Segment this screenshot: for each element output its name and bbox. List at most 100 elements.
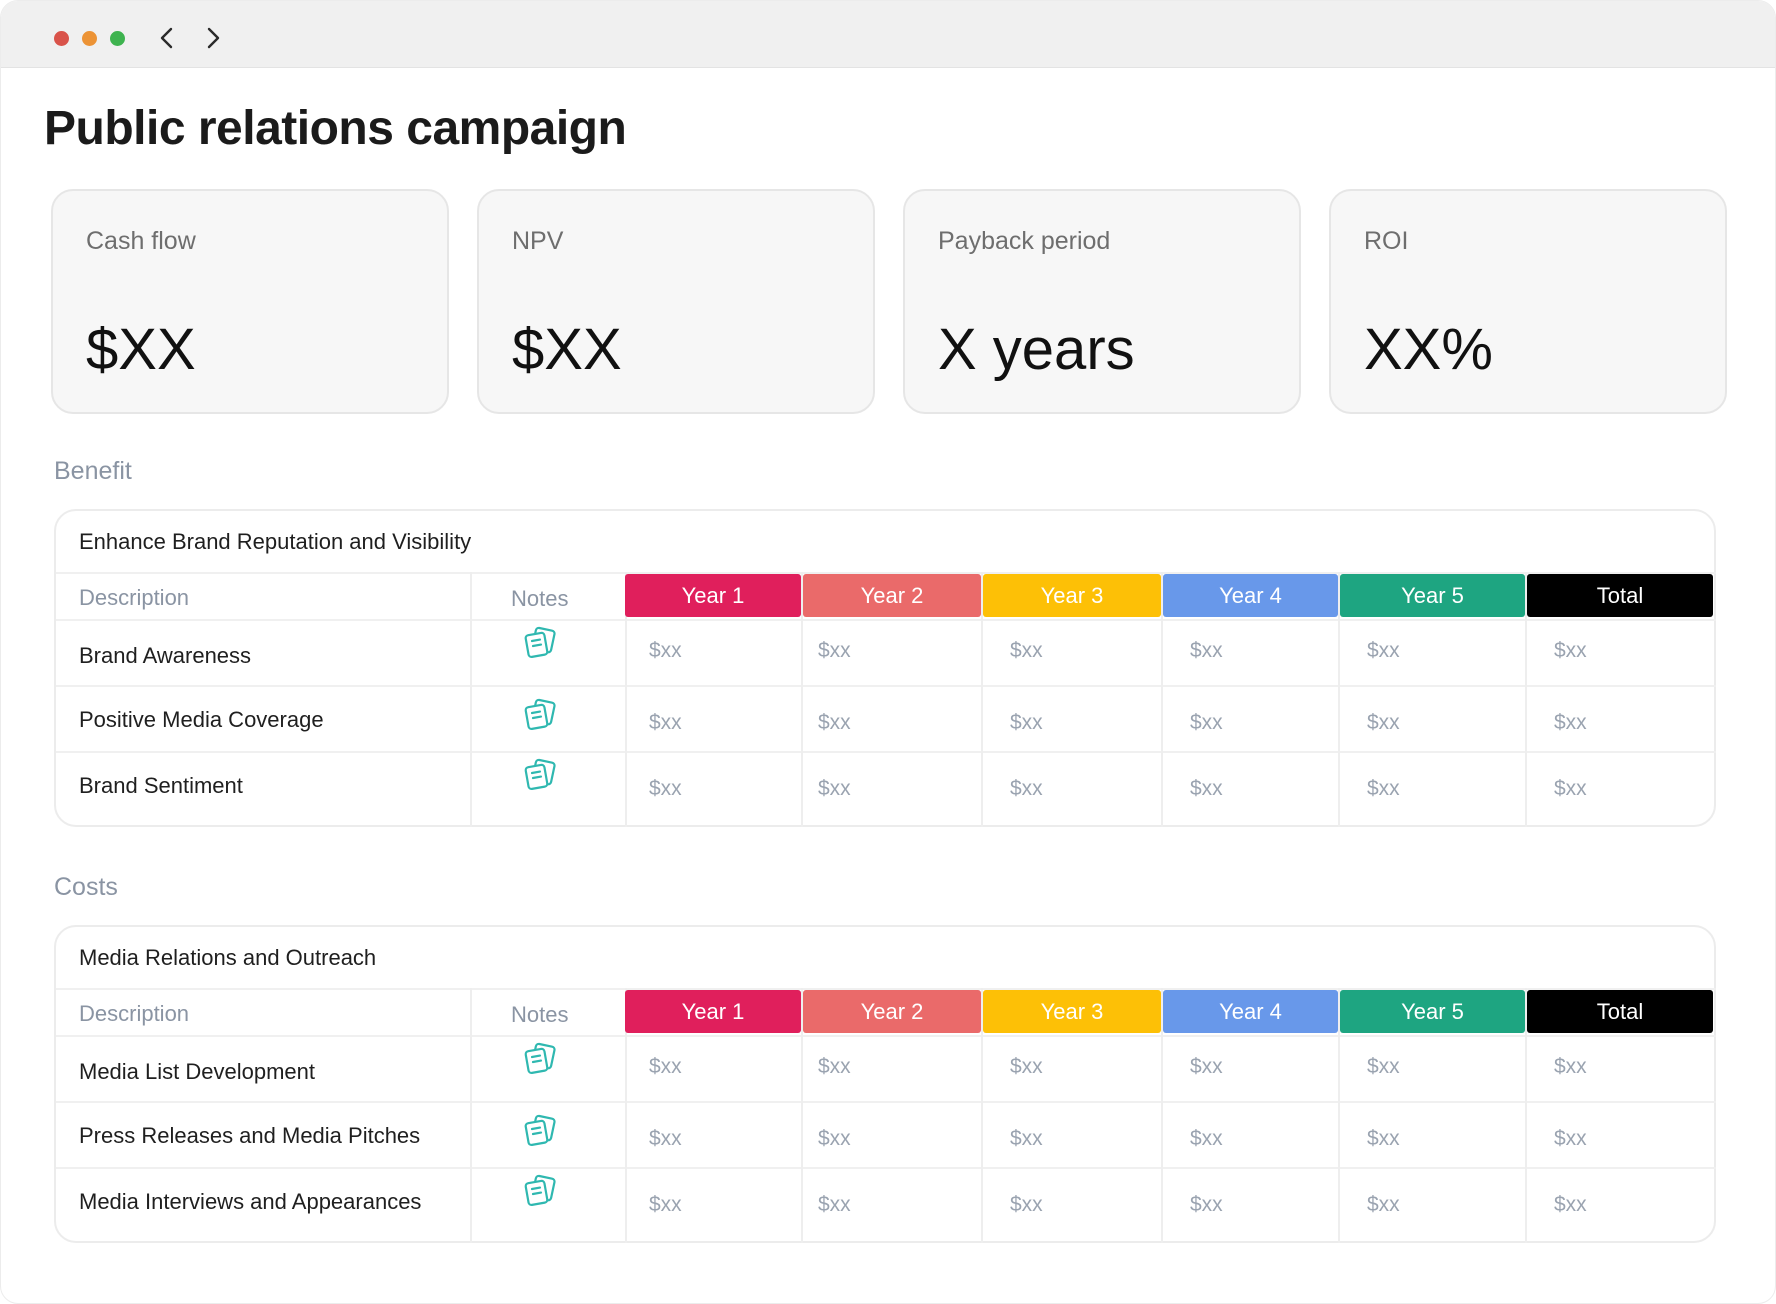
section-label-benefit: Benefit bbox=[54, 457, 132, 485]
value-cell[interactable]: $xx bbox=[1190, 711, 1223, 734]
value-cell[interactable]: $xx bbox=[1190, 777, 1223, 800]
row-label: Brand Sentiment bbox=[79, 773, 243, 798]
column-divider bbox=[470, 572, 472, 827]
notes-icon[interactable] bbox=[522, 1041, 558, 1077]
column-header-year-4[interactable]: Year 4 bbox=[1163, 574, 1338, 617]
value-cell[interactable]: $xx bbox=[649, 1193, 682, 1216]
kpi-value: X years bbox=[938, 317, 1135, 382]
kpi-value: $XX bbox=[86, 317, 196, 382]
column-divider bbox=[1525, 572, 1527, 827]
column-divider bbox=[1338, 572, 1340, 827]
row-divider bbox=[56, 1167, 1716, 1169]
notes-icon[interactable] bbox=[522, 697, 558, 733]
value-cell[interactable]: $xx bbox=[818, 711, 851, 734]
value-cell[interactable]: $xx bbox=[1554, 777, 1587, 800]
row-label: Press Releases and Media Pitches bbox=[79, 1123, 421, 1148]
column-divider bbox=[1161, 572, 1163, 827]
column-header-year-4[interactable]: Year 4 bbox=[1163, 990, 1338, 1033]
close-window-button[interactable] bbox=[54, 31, 69, 46]
minimize-window-button[interactable] bbox=[82, 31, 97, 46]
kpi-card-roi: ROI XX% bbox=[1329, 189, 1727, 414]
value-cell[interactable]: $xx bbox=[1554, 711, 1587, 734]
column-header-year-5[interactable]: Year 5 bbox=[1340, 574, 1525, 617]
column-header-year-1[interactable]: Year 1 bbox=[625, 574, 801, 617]
zoom-window-button[interactable] bbox=[110, 31, 125, 46]
kpi-label: ROI bbox=[1364, 227, 1409, 255]
row-label: Media List Development bbox=[79, 1059, 316, 1084]
column-divider bbox=[981, 572, 983, 827]
value-cell[interactable]: $xx bbox=[1367, 1055, 1400, 1078]
value-cell[interactable]: $xx bbox=[818, 777, 851, 800]
value-cell[interactable]: $xx bbox=[1190, 1127, 1223, 1150]
column-divider bbox=[470, 988, 472, 1243]
row-divider bbox=[56, 751, 1716, 753]
column-header-notes: Notes bbox=[511, 586, 569, 611]
kpi-label: Cash flow bbox=[86, 227, 196, 255]
row-divider bbox=[56, 685, 1716, 687]
notes-icon[interactable] bbox=[522, 625, 558, 661]
column-divider bbox=[625, 572, 627, 827]
value-cell[interactable]: $xx bbox=[818, 1055, 851, 1078]
value-cell[interactable]: $xx bbox=[1190, 639, 1223, 662]
column-header-year-3[interactable]: Year 3 bbox=[983, 574, 1161, 617]
row-divider bbox=[56, 988, 1716, 990]
value-cell[interactable]: $xx bbox=[1010, 639, 1043, 662]
kpi-card-payback-period: Payback period X years bbox=[903, 189, 1301, 414]
column-header-year-2[interactable]: Year 2 bbox=[803, 990, 981, 1033]
group-title: Enhance Brand Reputation and Visibility bbox=[79, 529, 472, 554]
value-cell[interactable]: $xx bbox=[1554, 1193, 1587, 1216]
column-header-notes: Notes bbox=[511, 1002, 569, 1027]
column-header-year-3[interactable]: Year 3 bbox=[983, 990, 1161, 1033]
column-header-year-1[interactable]: Year 1 bbox=[625, 990, 801, 1033]
kpi-value: XX% bbox=[1364, 317, 1493, 382]
value-cell[interactable]: $xx bbox=[649, 711, 682, 734]
column-divider bbox=[1525, 988, 1527, 1243]
notes-icon[interactable] bbox=[522, 1173, 558, 1209]
costs-table: Media Relations and Outreach Description N… bbox=[54, 925, 1716, 1243]
chevron-left-icon[interactable] bbox=[154, 23, 180, 53]
benefit-table: Enhance Brand Reputation and Visibility D… bbox=[54, 509, 1716, 827]
kpi-card-cash-flow: Cash flow $XX bbox=[51, 189, 449, 414]
notes-icon[interactable] bbox=[522, 1113, 558, 1149]
column-divider bbox=[981, 988, 983, 1243]
value-cell[interactable]: $xx bbox=[1367, 711, 1400, 734]
value-cell[interactable]: $xx bbox=[818, 1127, 851, 1150]
value-cell[interactable]: $xx bbox=[1010, 777, 1043, 800]
chevron-right-icon[interactable] bbox=[200, 23, 226, 53]
column-divider bbox=[625, 988, 627, 1243]
column-divider bbox=[801, 572, 803, 827]
value-cell[interactable]: $xx bbox=[1190, 1193, 1223, 1216]
value-cell[interactable]: $xx bbox=[1367, 1127, 1400, 1150]
value-cell[interactable]: $xx bbox=[1010, 711, 1043, 734]
value-cell[interactable]: $xx bbox=[818, 639, 851, 662]
column-header-total[interactable]: Total bbox=[1527, 990, 1713, 1033]
window-titlebar bbox=[1, 1, 1775, 68]
column-header-year-2[interactable]: Year 2 bbox=[803, 574, 981, 617]
value-cell[interactable]: $xx bbox=[649, 639, 682, 662]
value-cell[interactable]: $xx bbox=[1554, 1127, 1587, 1150]
kpi-value: $XX bbox=[512, 317, 622, 382]
value-cell[interactable]: $xx bbox=[1367, 1193, 1400, 1216]
notes-icon[interactable] bbox=[522, 757, 558, 793]
page-title: Public relations campaign bbox=[44, 102, 627, 155]
column-header-description: Description bbox=[79, 1001, 190, 1026]
value-cell[interactable]: $xx bbox=[1554, 1055, 1587, 1078]
value-cell[interactable]: $xx bbox=[1367, 777, 1400, 800]
row-divider bbox=[56, 572, 1716, 574]
value-cell[interactable]: $xx bbox=[649, 777, 682, 800]
value-cell[interactable]: $xx bbox=[1190, 1055, 1223, 1078]
kpi-label: NPV bbox=[512, 227, 564, 255]
value-cell[interactable]: $xx bbox=[1010, 1055, 1043, 1078]
value-cell[interactable]: $xx bbox=[649, 1127, 682, 1150]
value-cell[interactable]: $xx bbox=[1367, 639, 1400, 662]
column-divider bbox=[801, 988, 803, 1243]
row-label: Media Interviews and Appearances bbox=[79, 1189, 422, 1214]
value-cell[interactable]: $xx bbox=[1010, 1193, 1043, 1216]
value-cell[interactable]: $xx bbox=[1010, 1127, 1043, 1150]
column-header-year-5[interactable]: Year 5 bbox=[1340, 990, 1525, 1033]
value-cell[interactable]: $xx bbox=[649, 1055, 682, 1078]
value-cell[interactable]: $xx bbox=[818, 1193, 851, 1216]
column-header-total[interactable]: Total bbox=[1527, 574, 1713, 617]
value-cell[interactable]: $xx bbox=[1554, 639, 1587, 662]
row-label: Brand Awareness bbox=[79, 643, 252, 668]
